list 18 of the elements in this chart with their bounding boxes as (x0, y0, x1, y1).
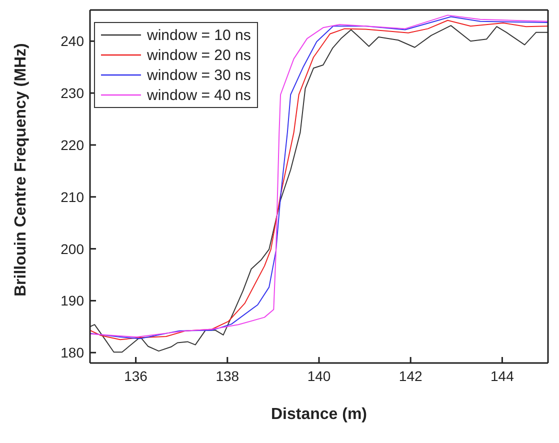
y-tick-label: 180 (60, 344, 84, 361)
x-tick-label: 136 (124, 368, 148, 384)
y-tick-label: 190 (60, 292, 84, 309)
legend-label: window = 30 ns (147, 66, 251, 84)
x-tick-label: 140 (307, 368, 331, 384)
x-tick-label: 144 (490, 368, 514, 384)
y-tick-label: 210 (60, 188, 84, 205)
legend-label: window = 20 ns (147, 46, 251, 64)
legend-label: window = 10 ns (147, 26, 251, 44)
y-tick-label: 240 (60, 33, 84, 50)
legend-label: window = 40 ns (147, 86, 251, 104)
y-tick-label: 230 (60, 85, 84, 102)
y-tick-label: 220 (60, 136, 84, 153)
x-tick-label: 142 (398, 368, 422, 384)
x-tick-label: 138 (216, 368, 240, 384)
y-axis-title: Brillouin Centre Frequency (MHz) (12, 43, 30, 296)
y-tick-label: 200 (60, 240, 84, 257)
x-axis-title: Distance (m) (270, 406, 368, 423)
